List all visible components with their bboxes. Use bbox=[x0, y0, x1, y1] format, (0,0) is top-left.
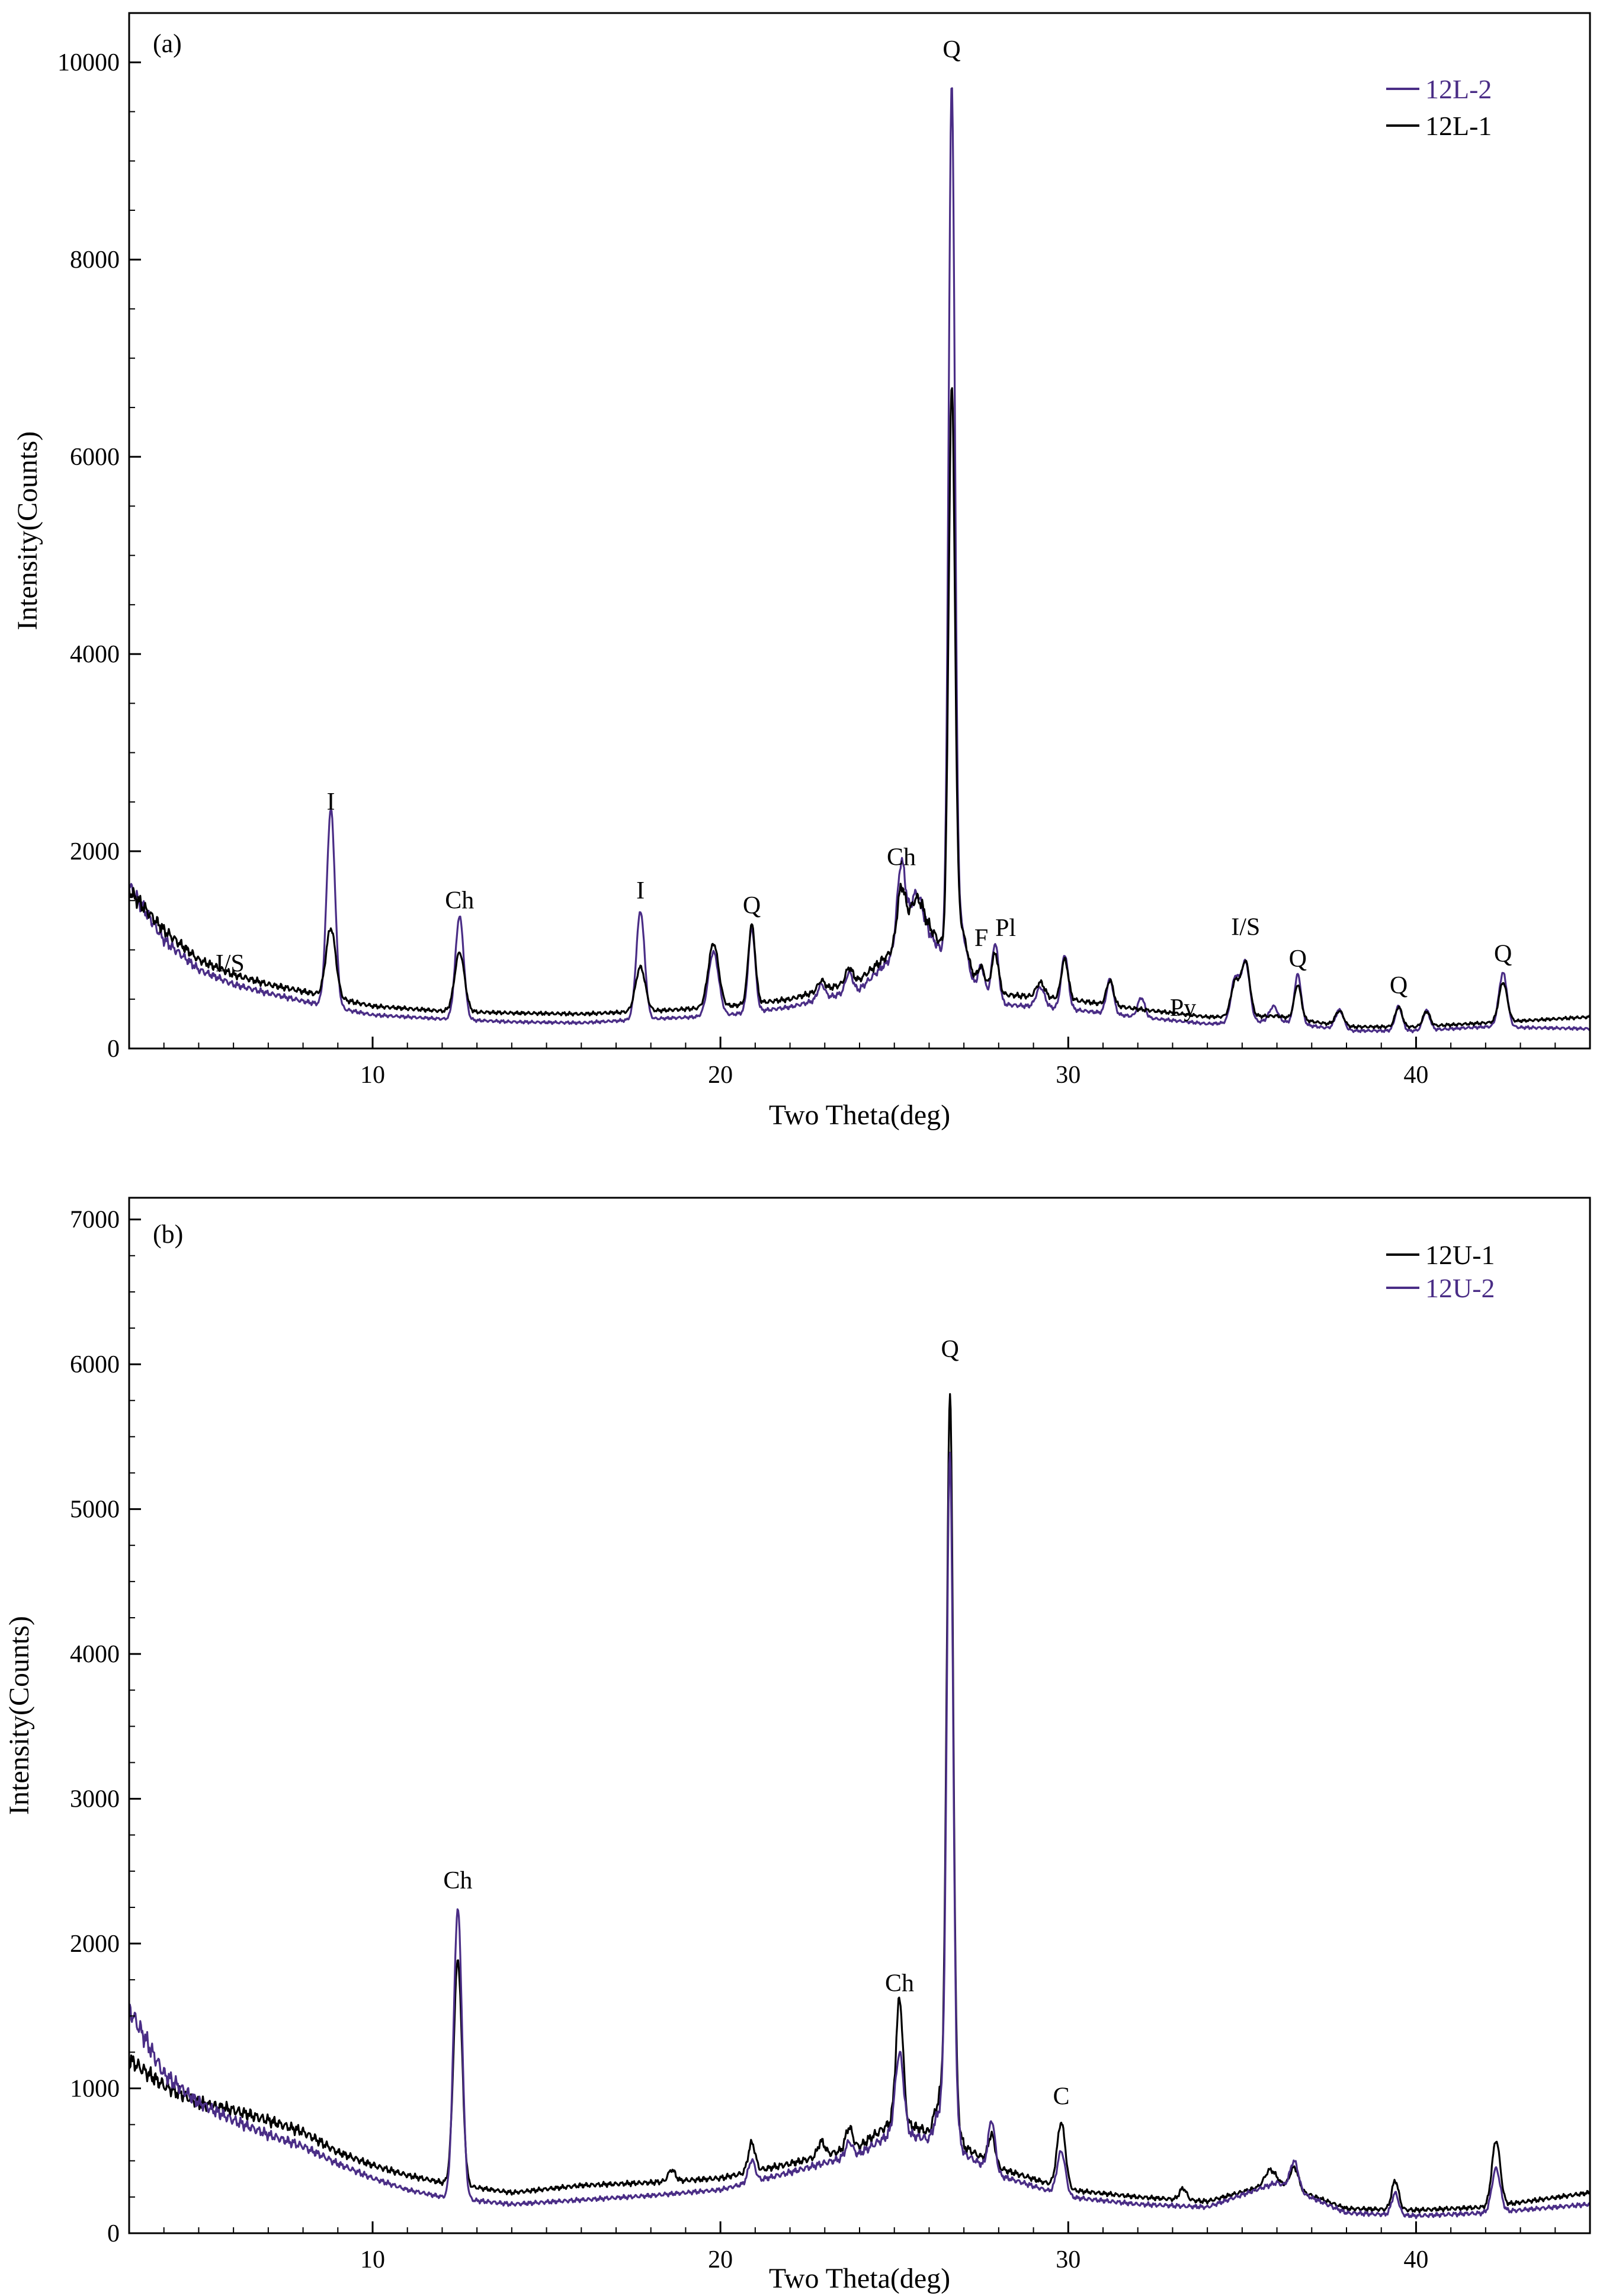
y-tick-label: 4000 bbox=[70, 1641, 120, 1668]
panel-a: 10 20 30 40 0 2000 4000 6000 8000 10000 Two Theta(… bbox=[12, 12, 1591, 1131]
legend-label-12L-2: 12L-2 bbox=[1425, 74, 1492, 104]
peak-label: I bbox=[327, 788, 335, 816]
peak-label: Q bbox=[941, 1336, 958, 1363]
panel-label: (a) bbox=[153, 29, 182, 58]
panel-label: (b) bbox=[153, 1220, 183, 1249]
peak-label: Pl bbox=[995, 915, 1016, 942]
y-axis-title: Intensity(Counts) bbox=[12, 431, 43, 630]
y-tick-label: 0 bbox=[107, 1035, 120, 1063]
y-tick-label: 4000 bbox=[70, 641, 120, 668]
x-tick-label: 30 bbox=[1056, 1062, 1081, 1089]
x-axis-title: Two Theta(deg) bbox=[769, 1099, 950, 1131]
peak-label: I bbox=[636, 877, 645, 905]
x-tick-label: 30 bbox=[1056, 2246, 1081, 2273]
y-axis-title: Intensity(Counts) bbox=[4, 1616, 35, 1815]
y-tick-label: 7000 bbox=[70, 1207, 120, 1234]
peak-label: Q bbox=[1289, 945, 1307, 973]
series-line-12U-2 bbox=[129, 1451, 1590, 2220]
peak-label: F bbox=[974, 925, 988, 952]
y-tick-label: 8000 bbox=[70, 246, 120, 274]
x-tick-label: 40 bbox=[1403, 1062, 1428, 1089]
peak-label: Q bbox=[942, 36, 960, 63]
legend-label-12L-1: 12L-1 bbox=[1425, 111, 1492, 141]
peak-label: Ch bbox=[443, 1867, 472, 1894]
x-tick-label: 20 bbox=[708, 2246, 733, 2273]
peak-label: Q bbox=[1390, 972, 1408, 999]
x-tick-label: 40 bbox=[1403, 2246, 1428, 2273]
y-tick-label: 3000 bbox=[70, 1786, 120, 1813]
peak-label: Q bbox=[743, 892, 761, 919]
y-tick-label: 2000 bbox=[70, 1931, 120, 1958]
peak-label: Ch bbox=[887, 844, 916, 871]
y-tick-label: 0 bbox=[107, 2220, 120, 2247]
x-tick-label: 20 bbox=[708, 1062, 733, 1089]
y-tick-label: 2000 bbox=[70, 838, 120, 865]
x-axis-title: Two Theta(deg) bbox=[769, 2263, 950, 2294]
y-tick-label: 10000 bbox=[57, 49, 120, 76]
y-tick-label: 6000 bbox=[70, 444, 120, 471]
panel-b: 10 20 30 40 0 1000 2000 3000 4000 5000 6000 7000 Two… bbox=[4, 1197, 1591, 2294]
y-tick-label: 6000 bbox=[70, 1351, 120, 1378]
y-tick-label: 5000 bbox=[70, 1496, 120, 1524]
legend-label-12U-2: 12U-2 bbox=[1425, 1273, 1495, 1303]
peak-label: Ch bbox=[885, 1970, 914, 1997]
peak-label: C bbox=[1053, 2083, 1070, 2110]
series-line-12L-1 bbox=[129, 387, 1590, 1030]
legend-label-12U-1: 12U-1 bbox=[1425, 1240, 1495, 1270]
peak-label: Q bbox=[1494, 941, 1512, 968]
peak-label: Py bbox=[1170, 995, 1196, 1022]
peak-label: I/S bbox=[1231, 914, 1260, 941]
peak-label: I/S bbox=[216, 950, 245, 977]
x-tick-label: 10 bbox=[360, 1062, 385, 1089]
series-line-12L-2 bbox=[129, 87, 1590, 1034]
y-tick-label: 1000 bbox=[70, 2076, 120, 2103]
peak-label: Ch bbox=[445, 887, 474, 915]
x-tick-label: 10 bbox=[360, 2246, 385, 2273]
